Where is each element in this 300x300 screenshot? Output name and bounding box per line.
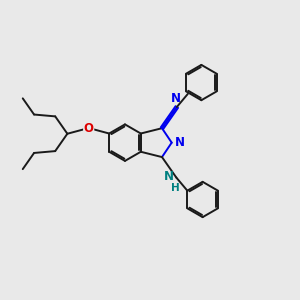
Text: N: N [175, 136, 185, 149]
Text: N: N [171, 92, 181, 105]
Text: H: H [171, 184, 179, 194]
Text: O: O [84, 122, 94, 134]
Text: N: N [164, 170, 174, 184]
